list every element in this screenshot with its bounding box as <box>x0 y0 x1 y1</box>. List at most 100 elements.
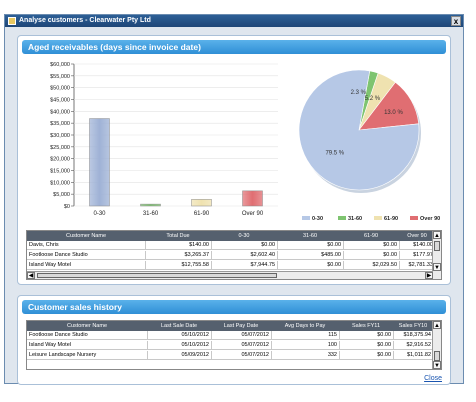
x-category-label: Over 90 <box>242 211 264 217</box>
table-cell: $0.00 <box>339 351 393 360</box>
legend-swatch <box>302 216 310 220</box>
pie-value-label: 79.5 % <box>325 150 344 156</box>
aged-receivables-table: Customer Name Total Due 0-30 31-60 61-90 Over… <box>26 230 442 280</box>
aged-table-header: Customer Name Total Due 0-30 31-60 61-90 Over… <box>27 231 433 241</box>
scroll-down-icon[interactable]: ▼ <box>433 263 441 271</box>
close-link[interactable]: Close <box>424 375 442 382</box>
column-header[interactable]: Sales FY10 <box>398 323 428 329</box>
y-tick-label: $20,000 <box>50 157 70 163</box>
x-category-label: 61-90 <box>194 211 210 217</box>
app-icon <box>8 17 16 25</box>
legend-swatch <box>410 216 418 220</box>
aged-table-vertical-scrollbar[interactable]: ▲ ▼ <box>432 231 441 279</box>
table-cell: Leisure Landscape Nursery <box>29 352 97 358</box>
scroll-left-icon[interactable]: ◀ <box>27 272 35 279</box>
x-category-label: 31-60 <box>143 211 159 217</box>
table-cell: Island Way Motel <box>29 342 71 348</box>
scroll-thumb[interactable] <box>434 351 440 361</box>
table-cell: $7,944.75 <box>211 261 277 270</box>
table-cell: $2,029.50 <box>343 261 399 270</box>
window-title: Analyse customers - Clearwater Pty Ltd <box>19 17 151 24</box>
table-cell: 05/07/2012 <box>211 351 271 360</box>
aged-receivables-header: Aged receivables (days since invoice dat… <box>22 40 446 54</box>
table-cell: Davis, Chris <box>29 242 59 248</box>
table-cell: 05/07/2012 <box>211 341 271 350</box>
y-tick-label: $5,000 <box>53 192 70 198</box>
pie-value-label: 2.3 % <box>351 90 367 96</box>
scroll-up-icon[interactable]: ▲ <box>433 321 441 329</box>
table-cell: $2,602.40 <box>211 251 277 260</box>
aged-pie-chart: 2.3 %5.2 % 13.0 % 79.5 % 0-30 31-60 61-90 Ove… <box>298 69 440 222</box>
scroll-up-icon[interactable]: ▲ <box>433 231 441 239</box>
table-cell: $0.00 <box>339 331 393 340</box>
table-cell: $12,755.58 <box>145 261 211 270</box>
sales-history-table: Customer Name Last Sale Date Last Pay Date… <box>26 320 442 370</box>
sales-history-panel: Customer sales history Customer Name Last… <box>17 295 451 385</box>
y-tick-label: $35,000 <box>50 121 70 127</box>
y-tick-label: $55,000 <box>50 74 70 80</box>
y-tick-label: $10,000 <box>50 180 70 186</box>
column-header[interactable]: Customer Name <box>65 233 107 239</box>
legend-swatch <box>338 216 346 220</box>
bar-0-30 <box>89 118 110 207</box>
column-header[interactable]: Avg Days to Pay <box>284 323 326 329</box>
aged-table-row[interactable]: Island Way Motel $12,755.58 $7,944.75 $0.00… <box>27 261 433 270</box>
column-header[interactable]: Last Sale Date <box>160 323 198 329</box>
column-header[interactable]: Last Pay Date <box>223 323 259 329</box>
y-tick-label: $25,000 <box>50 145 70 151</box>
table-cell: $0.00 <box>343 251 399 260</box>
aged-receivables-panel: Aged receivables (days since invoice dat… <box>17 35 451 285</box>
y-tick-label: $45,000 <box>50 98 70 104</box>
column-header[interactable]: 31-60 <box>302 233 318 239</box>
aged-table-row[interactable]: Footloose Dance Studio $3,265.37 $2,602.40… <box>27 251 433 260</box>
y-tick-label: $30,000 <box>50 133 70 139</box>
pie-value-label: 5.2 % <box>365 96 381 102</box>
table-cell: $140.00 <box>145 241 211 250</box>
bar-31-60 <box>140 203 161 207</box>
aged-bar-chart: $0 $5,000 $10,000 $15,000 $20,000 $25,000 $30,… <box>50 62 278 217</box>
scroll-thumb-horizontal[interactable] <box>37 273 277 278</box>
table-cell: $0.00 <box>339 341 393 350</box>
legend-label: 31-60 <box>348 216 362 222</box>
table-cell: $2,916.52 <box>393 341 433 350</box>
legend-swatch <box>374 216 382 220</box>
bar-over-90 <box>242 190 263 207</box>
table-cell: Island Way Motel <box>29 262 71 268</box>
table-cell: $0.00 <box>211 241 277 250</box>
column-header[interactable]: 61-90 <box>363 233 379 239</box>
window-close-button[interactable]: x <box>451 16 461 26</box>
scroll-down-icon[interactable]: ▼ <box>433 361 441 369</box>
table-cell: 05/10/2012 <box>147 341 211 350</box>
pie-value-label: 13.0 % <box>384 110 403 116</box>
y-tick-label: $40,000 <box>50 109 70 115</box>
bar-61-90 <box>191 199 212 207</box>
aged-table-horizontal-scrollbar[interactable]: ◀ ▶ <box>27 271 433 279</box>
sales-table-vertical-scrollbar[interactable]: ▲ ▼ <box>432 321 441 369</box>
sales-table-row[interactable]: Footloose Dance Studio 05/10/2012 05/07/20… <box>27 331 433 340</box>
title-bar: Analyse customers - Clearwater Pty Ltd x <box>5 15 463 27</box>
column-header[interactable]: 0-30 <box>238 233 250 239</box>
sales-table-row[interactable]: Island Way Motel 05/10/2012 05/07/2012 100 $… <box>27 341 433 350</box>
x-category-label: 0-30 <box>93 211 106 217</box>
column-header[interactable]: Customer Name <box>66 323 108 329</box>
aged-table-row[interactable]: Davis, Chris $140.00 $0.00 $0.00 $0.00 $140.0… <box>27 241 433 250</box>
table-cell: $0.00 <box>277 261 343 270</box>
table-cell: 05/10/2012 <box>147 331 211 340</box>
sales-table-row[interactable]: Leisure Landscape Nursery 05/09/2012 05/07… <box>27 351 433 360</box>
sales-history-header: Customer sales history <box>22 300 446 314</box>
table-cell: $177.97 <box>399 251 435 260</box>
legend-label: 0-30 <box>312 216 323 222</box>
y-tick-label: $50,000 <box>50 86 70 92</box>
scroll-thumb[interactable] <box>434 241 440 251</box>
column-header[interactable]: Over 90 <box>407 233 427 239</box>
y-tick-label: $60,000 <box>50 62 70 68</box>
column-header[interactable]: Total Due <box>166 233 190 239</box>
table-cell: $485.00 <box>277 251 343 260</box>
analyse-customers-window: Analyse customers - Clearwater Pty Ltd x… <box>4 14 464 385</box>
column-header[interactable]: Sales FY11 <box>351 323 381 329</box>
scroll-right-icon[interactable]: ▶ <box>425 272 433 279</box>
pie-slice-0-30 <box>298 69 420 191</box>
table-cell: 332 <box>271 351 339 360</box>
table-cell: $2,781.33 <box>399 261 435 270</box>
legend-label: Over 90 <box>420 216 440 222</box>
